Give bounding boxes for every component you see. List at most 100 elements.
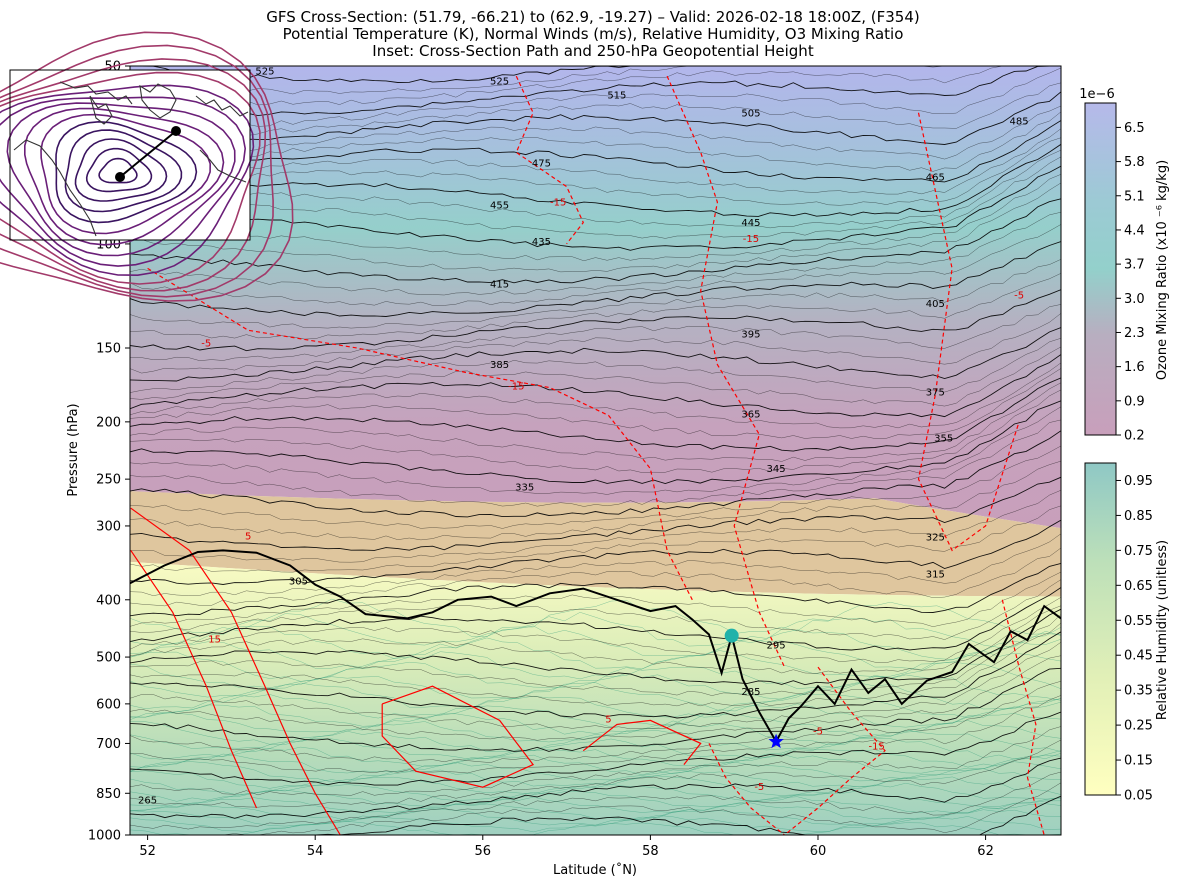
humidity-contour-line xyxy=(130,729,1061,753)
theta-contour-line xyxy=(130,430,1061,518)
inset-height-contour xyxy=(0,71,261,285)
theta-contour-line xyxy=(130,337,1061,393)
ozone-colorbar-ticks: 0.2 0.9 1.6 2.3 3.0 3.7 4.4 5.1 5.8 6.5 xyxy=(1116,121,1145,444)
humidity-contour-line xyxy=(130,637,1061,670)
plot-area: 265 285 295 305 315 325 335 345 355 365 375 385 395 4… xyxy=(130,66,1061,835)
theta-contour-line xyxy=(130,304,1061,361)
theta-contour-line xyxy=(130,66,1061,95)
theta-contour-line xyxy=(130,156,1061,239)
inset-height-contour xyxy=(74,138,168,202)
theta-contour-line xyxy=(130,289,1061,352)
wind-contour-label: -5 xyxy=(813,727,823,738)
ozone-colorbar-tick-label: 3.0 xyxy=(1124,292,1145,307)
theta-contour-line xyxy=(130,782,1061,835)
wind-contour-line xyxy=(582,719,702,765)
theta-contour-line xyxy=(130,105,1061,160)
theta-contour-line xyxy=(130,198,1061,284)
theta-contour-line xyxy=(130,476,1061,551)
inset-height-contour xyxy=(0,31,294,302)
y-tick-label: 400 xyxy=(96,593,121,608)
chart-title-line-3: Inset: Cross-Section Path and 250-hPa Ge… xyxy=(372,42,814,60)
theta-contour-line xyxy=(130,614,1061,696)
ozone-colorbar-tick-label: 0.2 xyxy=(1124,429,1145,444)
y-tick-label: 250 xyxy=(96,473,121,488)
y-tick-label: 200 xyxy=(96,415,121,430)
wind-contour-label: -15 xyxy=(550,198,566,209)
theta-contour-line xyxy=(130,489,1061,563)
theta-contour-label: 485 xyxy=(1010,117,1029,128)
theta-contour-line xyxy=(130,382,1061,462)
tropopause-line xyxy=(130,549,1061,744)
theta-contour-line xyxy=(130,562,1061,617)
theta-contour-line xyxy=(130,143,1061,217)
theta-contour-line xyxy=(130,419,1061,507)
theta-contour-line xyxy=(130,445,1061,529)
inset-coastlines xyxy=(13,81,249,237)
inset-height-contour xyxy=(0,58,267,292)
theta-contour-line xyxy=(130,460,1061,541)
theta-contour-label: 465 xyxy=(926,172,945,183)
theta-contour-line xyxy=(130,771,1061,830)
x-tick-label: 54 xyxy=(307,844,324,859)
theta-contour-line xyxy=(130,505,1061,573)
theta-contour-line xyxy=(130,605,1061,674)
humidity-colorbar-bar xyxy=(1084,462,1117,796)
theta-contour-line xyxy=(130,597,1061,663)
x-tick-label: 56 xyxy=(475,844,492,859)
theta-contour-label: 455 xyxy=(490,201,509,212)
wind-labels: 15 5 -5 -15 -15 -15 5 -15 -5 -5 -5 xyxy=(201,198,1024,793)
inset-coastline xyxy=(89,95,113,125)
inset-height-contour xyxy=(98,157,138,184)
theta-contour-line xyxy=(130,224,1061,306)
inset-height-contour xyxy=(0,96,247,267)
wind-contour-line xyxy=(130,507,341,835)
humidity-contour-line xyxy=(130,598,1061,637)
wind-contour-label: -15 xyxy=(743,234,759,245)
theta-contour-line xyxy=(130,182,1061,273)
theta-contour-label: 295 xyxy=(767,640,786,651)
y-tick-label: 700 xyxy=(96,737,121,752)
humidity-contour-line xyxy=(130,761,1061,783)
ozone-colorbar-multiplier: 1e−6 xyxy=(1079,87,1114,102)
x-tick-label: 60 xyxy=(810,844,827,859)
wind-contour-line xyxy=(1001,599,1045,835)
inset-coastline xyxy=(59,81,133,105)
inset-height-contour xyxy=(6,102,236,257)
wind-contour-line xyxy=(515,75,584,245)
theta-contour-label: 435 xyxy=(532,237,551,248)
inset-height-contour xyxy=(85,147,153,193)
theta-contour-line xyxy=(130,211,1061,296)
theta-contour-line xyxy=(130,711,1061,786)
theta-contour-label: 315 xyxy=(926,570,945,581)
humidity-contour-line xyxy=(130,821,1061,835)
theta-contour-label: 415 xyxy=(490,280,509,291)
y-tick-label: 300 xyxy=(96,519,121,534)
theta-contour-line xyxy=(130,667,1061,752)
theta-contour-label: 405 xyxy=(926,299,945,310)
theta-contour-line xyxy=(130,641,1061,730)
inset-path-end-marker xyxy=(171,126,181,136)
theta-contour-line xyxy=(130,354,1061,418)
wind-contour-line xyxy=(784,666,886,835)
inset-height-contour xyxy=(24,107,225,246)
humidity-contour-line xyxy=(130,789,1061,808)
inset-height-contour xyxy=(55,120,198,224)
humidity-contour-line xyxy=(130,701,1061,728)
theta-contour-label: 525 xyxy=(490,76,509,87)
theta-contour-line xyxy=(130,571,1061,627)
theta-contour-line xyxy=(130,327,1061,382)
destination-star-marker xyxy=(768,733,784,749)
theta-contour-line xyxy=(130,622,1061,707)
theta-contour-line xyxy=(130,757,1061,819)
theta-contour-line xyxy=(130,120,1061,183)
origin-circle-marker xyxy=(724,628,739,643)
theta-contour-line xyxy=(130,174,1061,262)
ozone-colorbar-tick-label: 3.7 xyxy=(1124,258,1145,273)
inset-coastline xyxy=(13,139,97,237)
humidity-colorbar-label: Relative Humidity (unitless) xyxy=(1155,540,1170,720)
theta-contour-line xyxy=(130,400,1061,484)
theta-contour-label: 335 xyxy=(515,483,534,494)
theta-contour-label: 445 xyxy=(741,218,760,229)
wind-contours xyxy=(130,75,1045,835)
